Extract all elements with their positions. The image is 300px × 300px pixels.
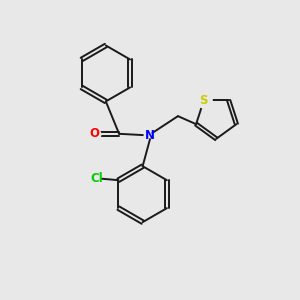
Text: Cl: Cl: [91, 172, 103, 185]
Text: N: N: [145, 129, 155, 142]
Text: O: O: [89, 127, 99, 140]
Text: S: S: [200, 94, 208, 107]
